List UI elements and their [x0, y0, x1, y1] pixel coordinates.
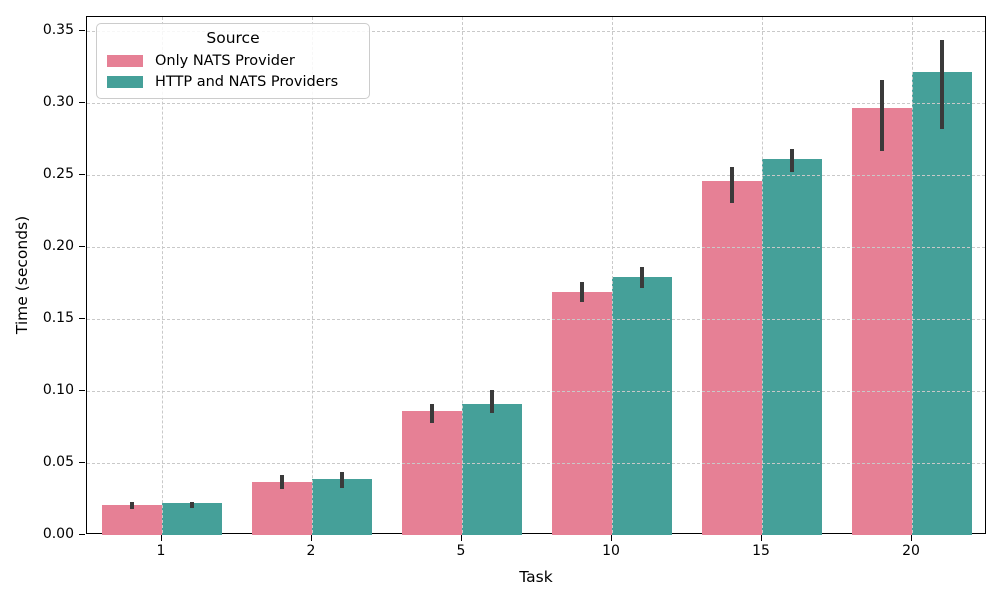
y-tick-label: 0.20 — [42, 238, 74, 255]
error-bar — [580, 281, 584, 302]
v-gridline — [462, 17, 463, 533]
bar-http-nats-task-20 — [912, 71, 972, 535]
y-tick-mark — [79, 534, 85, 535]
error-bar — [130, 501, 134, 510]
bar-only-nats-task-20 — [852, 107, 912, 535]
y-tick-mark — [79, 318, 85, 320]
x-tick-mark — [161, 535, 162, 541]
y-tick-label: 0.15 — [42, 310, 74, 327]
y-tick-label: 0.00 — [42, 526, 74, 542]
v-gridline — [612, 17, 613, 533]
error-bar — [940, 40, 944, 130]
h-gridline — [87, 103, 985, 105]
y-tick-label: 0.05 — [42, 454, 74, 471]
error-bar — [640, 267, 644, 288]
error-bar — [730, 166, 734, 203]
x-tick-label: 10 — [602, 543, 620, 559]
h-gridline — [87, 463, 985, 465]
error-bar — [280, 474, 284, 489]
bar-only-nats-task-10 — [552, 291, 612, 535]
error-bar — [340, 471, 344, 488]
plot-area — [86, 16, 986, 535]
legend-title: Source — [206, 29, 260, 47]
legend-label-only-nats: Only NATS Provider — [155, 53, 295, 69]
bar-http-nats-task-1 — [162, 503, 222, 535]
error-bar — [190, 501, 194, 508]
x-tick-label: 5 — [456, 543, 466, 559]
y-tick-label: 0.35 — [42, 22, 74, 39]
y-tick-label: 0.25 — [42, 166, 74, 183]
legend-swatch-http-nats — [107, 76, 143, 88]
h-gridline — [87, 391, 985, 393]
y-tick-mark — [79, 246, 85, 248]
error-bar — [790, 149, 794, 173]
h-gridline — [87, 31, 985, 33]
y-tick-mark — [79, 102, 85, 104]
v-gridline — [162, 17, 163, 533]
h-gridline — [87, 319, 985, 321]
v-gridline — [762, 17, 763, 533]
x-tick-mark — [911, 535, 912, 541]
bar-only-nats-task-1 — [102, 504, 162, 535]
bar-only-nats-task-15 — [702, 181, 762, 535]
x-axis-label: Task — [519, 568, 553, 586]
bar-http-nats-task-5 — [462, 404, 522, 535]
error-bar — [430, 404, 434, 423]
y-tick-label: 0.30 — [42, 94, 74, 111]
legend-entry-http-nats: HTTP and NATS Providers — [107, 74, 359, 90]
y-tick-mark — [79, 30, 85, 32]
legend-swatch-only-nats — [107, 55, 143, 67]
bar-http-nats-task-10 — [612, 277, 672, 535]
x-tick-label: 2 — [306, 543, 316, 559]
legend-label-http-nats: HTTP and NATS Providers — [155, 74, 339, 90]
y-tick-mark — [79, 390, 85, 392]
bar-http-nats-task-15 — [762, 159, 822, 535]
bar-http-nats-task-2 — [312, 478, 372, 535]
error-bar — [880, 80, 884, 151]
h-gridline — [87, 247, 985, 249]
y-tick-mark — [79, 174, 85, 176]
legend-entry-only-nats: Only NATS Provider — [107, 53, 359, 69]
x-tick-mark — [761, 535, 762, 541]
h-gridline — [87, 175, 985, 177]
v-gridline — [912, 17, 913, 533]
x-tick-label: 20 — [902, 543, 920, 559]
v-gridline — [312, 17, 313, 533]
error-bar — [490, 389, 494, 413]
x-tick-mark — [461, 535, 462, 541]
x-tick-mark — [611, 535, 612, 541]
x-tick-label: 15 — [752, 543, 770, 559]
legend: Source Only NATS Provider HTTP and NATS … — [96, 23, 370, 99]
y-tick-mark — [79, 462, 85, 464]
y-tick-label: 0.10 — [42, 382, 74, 399]
bar-only-nats-task-5 — [402, 411, 462, 535]
x-tick-mark — [311, 535, 312, 541]
bar-only-nats-task-2 — [252, 481, 312, 535]
x-tick-label: 1 — [156, 543, 166, 559]
